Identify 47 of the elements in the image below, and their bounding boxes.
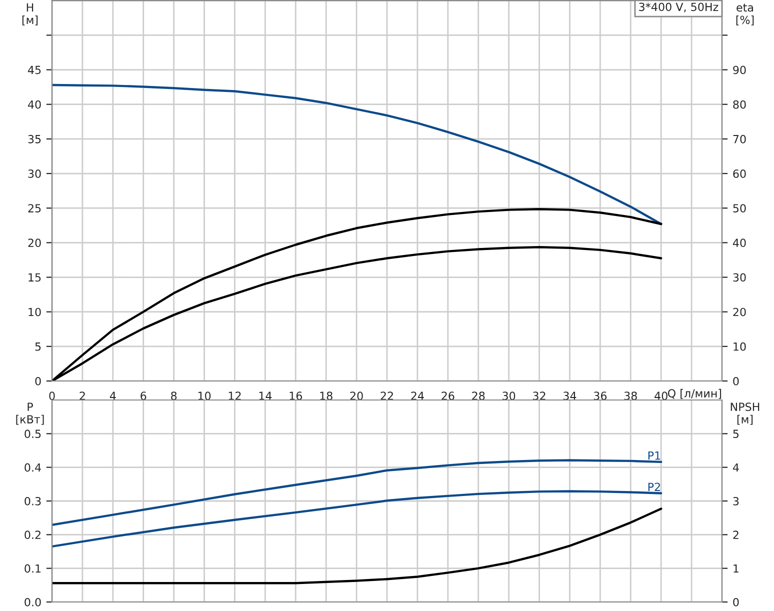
y2-tick-label: 0 xyxy=(733,598,739,606)
y2-tick-label: 30 xyxy=(733,273,746,282)
y2-tick-label: 50 xyxy=(733,204,746,212)
y-tick-label: 10 xyxy=(28,308,41,316)
y-tick-label: 0.3 xyxy=(24,496,41,506)
y-axis-title: H [м] xyxy=(22,3,38,26)
y2-tick-label: 4 xyxy=(732,463,739,472)
x-tick-label: 0 xyxy=(49,392,55,400)
x-tick-label: 40 xyxy=(654,392,668,400)
y2-tick-label: 70 xyxy=(733,134,746,144)
line-series xyxy=(52,459,662,526)
annotation: 3*400 V, 50Hz xyxy=(639,2,718,12)
y2-tick-label: 80 xyxy=(733,100,746,109)
y-tick-label: 35 xyxy=(28,134,41,144)
line-series xyxy=(52,84,662,226)
y-tick-label: 0.5 xyxy=(24,430,41,438)
y2-tick-label: 0 xyxy=(733,376,739,386)
y-tick-label: 45 xyxy=(28,66,41,74)
y-tick-label: 5 xyxy=(35,342,41,351)
y2-tick-label: 10 xyxy=(734,342,746,351)
y2-axis-title: NPSH [м] xyxy=(730,402,760,425)
y-tick-label: 40 xyxy=(28,100,41,109)
x-axis-title: Q [л/мин] xyxy=(668,388,722,399)
y-tick-label: 15 xyxy=(28,273,41,282)
y-tick-label: 0.2 xyxy=(24,530,40,540)
series-label: P2 xyxy=(648,482,660,491)
y2-axis-title: eta [%] xyxy=(736,4,754,26)
y2-tick-label: 2 xyxy=(733,530,738,539)
y-tick-label: 30 xyxy=(28,169,41,178)
y-tick-label: 0 xyxy=(35,376,41,386)
y-tick-label: 25 xyxy=(28,204,41,212)
y2-tick-label: 40 xyxy=(732,238,746,248)
y2-tick-label: 5 xyxy=(733,430,739,438)
y2-tick-label: 90 xyxy=(733,66,746,74)
y-tick-label: 0.0 xyxy=(24,598,41,606)
line-series xyxy=(52,490,662,548)
line-series xyxy=(52,508,662,584)
y2-tick-label: 60 xyxy=(733,169,746,178)
y-axis-title: P [кВт] xyxy=(16,402,44,425)
y-tick-label: 20 xyxy=(28,238,41,248)
x-tick-label: 4 xyxy=(110,392,116,400)
y2-tick-label: 3 xyxy=(733,496,739,506)
y-tick-label: 0.1 xyxy=(24,564,41,573)
y-tick-label: 0.4 xyxy=(24,463,41,472)
y2-tick-label: 20 xyxy=(733,308,746,316)
series-label: P1 xyxy=(648,452,660,460)
y2-tick-label: 1 xyxy=(734,564,738,573)
